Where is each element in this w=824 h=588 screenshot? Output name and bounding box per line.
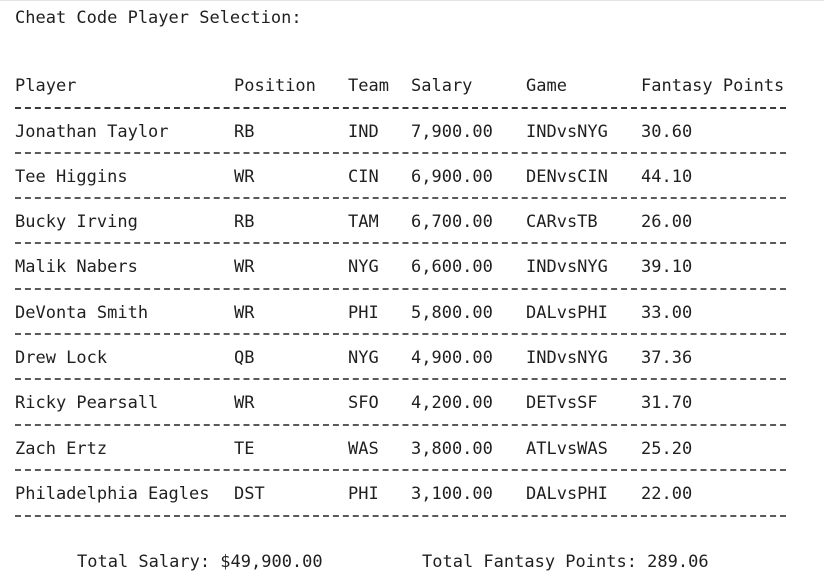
row-divider: [15, 242, 786, 244]
player-game: CARvsTB: [526, 212, 598, 232]
column-header-salary: Salary: [411, 76, 473, 96]
player-position: DST: [234, 484, 265, 504]
player-position: RB: [234, 122, 255, 142]
player-position: WR: [234, 303, 255, 323]
row-divider: [15, 288, 786, 290]
player-game: DENvsCIN: [526, 167, 608, 187]
player-position: RB: [234, 212, 255, 232]
player-team: PHI: [348, 303, 379, 323]
player-name: Malik Nabers: [15, 257, 138, 277]
row-divider: [15, 197, 786, 199]
player-team: NYG: [348, 257, 379, 277]
player-game: DALvsPHI: [526, 484, 608, 504]
player-name: Zach Ertz: [15, 439, 108, 459]
row-divider: [15, 515, 786, 517]
window-top-border: [0, 0, 824, 1]
player-team: CIN: [348, 167, 379, 187]
player-salary: 7,900.00: [411, 122, 493, 142]
player-fantasy-points: 22.00: [641, 484, 693, 504]
player-team: SFO: [348, 393, 379, 413]
player-name: Tee Higgins: [15, 167, 128, 187]
column-header-team: Team: [348, 76, 389, 96]
player-position: WR: [234, 393, 255, 413]
player-name: Bucky Irving: [15, 212, 138, 232]
player-salary: 4,200.00: [411, 393, 493, 413]
player-team: IND: [348, 122, 379, 142]
player-game: DALvsPHI: [526, 303, 608, 323]
player-name: Philadelphia Eagles: [15, 484, 210, 504]
player-salary: 6,900.00: [411, 167, 493, 187]
player-fantasy-points: 30.60: [641, 122, 693, 142]
player-team: NYG: [348, 348, 379, 368]
player-name: DeVonta Smith: [15, 303, 149, 323]
player-fantasy-points: 31.70: [641, 393, 693, 413]
player-game: INDvsNYG: [526, 122, 608, 142]
row-divider: [15, 152, 786, 154]
player-fantasy-points: 26.00: [641, 212, 693, 232]
total-fantasy-points: Total Fantasy Points: 289.06: [422, 552, 709, 572]
row-divider: [15, 469, 786, 471]
player-salary: 4,900.00: [411, 348, 493, 368]
page-title: Cheat Code Player Selection:: [15, 8, 302, 28]
column-header-position: Position: [234, 76, 316, 96]
row-divider: [15, 378, 786, 380]
player-name: Drew Lock: [15, 348, 108, 368]
row-divider: [15, 424, 786, 426]
player-fantasy-points: 44.10: [641, 167, 693, 187]
player-position: QB: [234, 348, 255, 368]
player-team: TAM: [348, 212, 379, 232]
player-salary: 3,100.00: [411, 484, 493, 504]
player-name: Ricky Pearsall: [15, 393, 159, 413]
player-game: DETvsSF: [526, 393, 598, 413]
player-salary: 6,600.00: [411, 257, 493, 277]
player-fantasy-points: 25.20: [641, 439, 693, 459]
header-divider: [15, 107, 786, 109]
total-salary: Total Salary: $49,900.00: [77, 552, 323, 572]
player-position: WR: [234, 257, 255, 277]
player-fantasy-points: 33.00: [641, 303, 693, 323]
player-position: WR: [234, 167, 255, 187]
player-salary: 6,700.00: [411, 212, 493, 232]
column-header-fantasy-points: Fantasy Points: [641, 76, 785, 96]
player-team: WAS: [348, 439, 379, 459]
row-divider: [15, 333, 786, 335]
player-name: Jonathan Taylor: [15, 122, 169, 142]
player-salary: 3,800.00: [411, 439, 493, 459]
player-salary: 5,800.00: [411, 303, 493, 323]
player-fantasy-points: 39.10: [641, 257, 693, 277]
player-game: INDvsNYG: [526, 257, 608, 277]
player-fantasy-points: 37.36: [641, 348, 693, 368]
player-team: PHI: [348, 484, 379, 504]
player-position: TE: [234, 439, 255, 459]
column-header-player: Player: [15, 76, 77, 96]
column-header-game: Game: [526, 76, 567, 96]
player-game: ATLvsWAS: [526, 439, 608, 459]
player-game: INDvsNYG: [526, 348, 608, 368]
